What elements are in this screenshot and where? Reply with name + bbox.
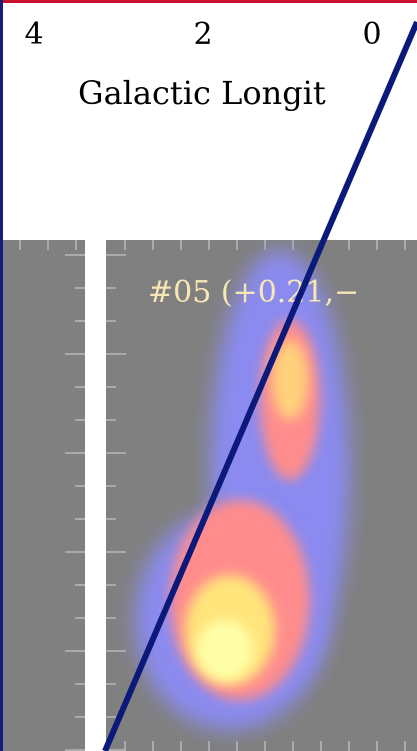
top-border xyxy=(0,0,417,3)
tick-label: 2 xyxy=(193,17,212,52)
tick-label: 4 xyxy=(24,17,43,52)
panel-label: #05 (+0.21,− xyxy=(148,275,359,310)
left-border xyxy=(0,0,3,751)
left-panel xyxy=(3,240,85,751)
heatmap xyxy=(135,250,350,730)
tick-label: 0 xyxy=(362,17,381,52)
axis-label: Galactic Longit xyxy=(78,74,326,112)
diagonal-line xyxy=(102,20,417,751)
panel-ticks xyxy=(19,240,406,751)
